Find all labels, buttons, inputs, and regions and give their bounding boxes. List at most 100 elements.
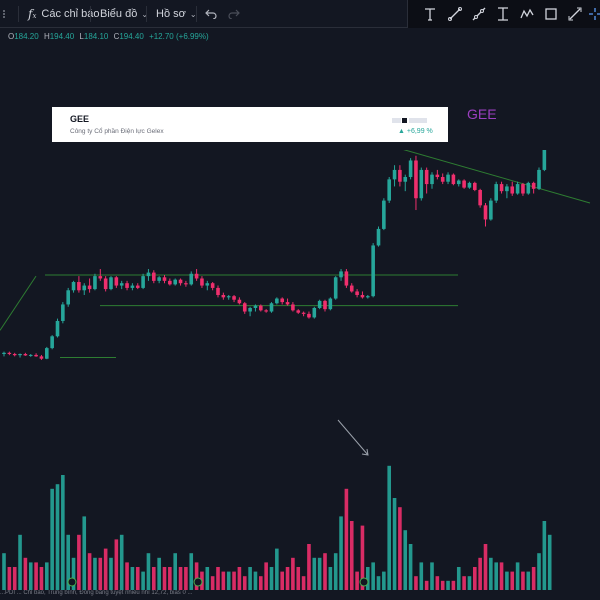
crosshair-button[interactable]: [584, 3, 600, 25]
symbol-watermark: GEE: [467, 106, 497, 122]
xabcd-pattern-icon: [520, 8, 534, 19]
volume-bar: [301, 576, 306, 590]
volume-bar: [366, 567, 370, 590]
profile-menu-button[interactable]: Hồ sơ ⌄: [156, 0, 197, 28]
volume-bar: [194, 562, 199, 590]
candle-body: [515, 184, 520, 194]
candle-body: [301, 312, 306, 314]
volume-bar: [291, 557, 295, 590]
volume-bar: [467, 576, 472, 590]
volume-bar: [2, 553, 6, 590]
volume-bar: [253, 571, 258, 590]
text-tool-icon: [425, 8, 435, 21]
candle-body: [269, 303, 274, 312]
candle-body: [242, 303, 247, 312]
candle-body: [312, 307, 317, 318]
volume-bar: [93, 557, 97, 590]
candle-body: [45, 348, 49, 359]
price-chart[interactable]: [0, 150, 600, 590]
candle-body: [205, 283, 210, 286]
candle-body: [141, 276, 145, 288]
candle-body: [12, 354, 17, 356]
volume-bar: [141, 571, 145, 590]
volume-bar: [371, 562, 375, 590]
candle-body: [7, 352, 12, 354]
volume-bar: [398, 507, 402, 590]
candle-body: [162, 277, 167, 281]
open-value: 184.20: [14, 32, 39, 41]
volume-bar: [162, 567, 167, 590]
candle-body: [291, 304, 295, 311]
candle-body: [259, 305, 263, 311]
toolbar-handle-icon[interactable]: [2, 0, 8, 28]
candle-body: [221, 295, 226, 298]
volume-bar: [87, 553, 92, 590]
candle-body: [344, 271, 349, 286]
open-label: O: [8, 32, 15, 41]
candle-body: [494, 184, 498, 201]
fib-retracement-icon: [568, 7, 582, 21]
candle-body: [173, 279, 177, 285]
undo-button[interactable]: [205, 0, 217, 28]
candle-body: [499, 184, 504, 192]
volume-bar: [312, 557, 317, 590]
chart-menu-label: Biểu đồ: [100, 8, 138, 20]
high-label: H: [43, 32, 50, 41]
volume-bar: [82, 516, 87, 590]
candle-body: [248, 307, 252, 312]
ohlc-legend: O184.20 H194.40 L184.10 C194.40 +12.70 (…: [8, 32, 209, 41]
candle-body: [317, 300, 322, 308]
fib-retracement-button[interactable]: [564, 3, 586, 25]
rectangle-button[interactable]: [540, 3, 562, 25]
volume-bar: [178, 567, 183, 590]
volume-bar: [515, 562, 520, 590]
trend-line-button[interactable]: [444, 3, 466, 25]
candle-body: [339, 271, 343, 278]
candle-body: [77, 282, 81, 291]
chevron-down-icon: ⌄: [141, 9, 149, 19]
redo-button[interactable]: [228, 0, 240, 28]
candle-body: [237, 299, 242, 304]
volume-bar: [387, 465, 391, 590]
volume-bar: [355, 571, 359, 590]
volume-bar: [221, 571, 226, 590]
ray-button[interactable]: [468, 3, 490, 25]
redo-icon: [228, 9, 240, 19]
volume-bar: [66, 534, 70, 590]
text-tool-button[interactable]: [419, 3, 441, 25]
volume-bar: [489, 557, 493, 590]
volume-bar: [45, 562, 49, 590]
volume-bar: [323, 553, 327, 590]
undo-icon: [205, 9, 217, 19]
candle-body: [194, 273, 199, 279]
volume-bar: [349, 521, 354, 590]
crosshair-icon: [589, 8, 600, 20]
candle-body: [424, 169, 429, 185]
candle-body: [23, 354, 28, 356]
candle-body: [87, 285, 92, 290]
xabcd-pattern-button[interactable]: [516, 3, 538, 25]
volume-bar: [135, 567, 140, 590]
candle-body: [408, 160, 413, 177]
volume-bar: [114, 539, 119, 590]
extended-line-button[interactable]: [492, 3, 514, 25]
extended-line-icon: [498, 7, 508, 21]
candle-body: [451, 174, 456, 185]
candle-body: [366, 296, 370, 298]
event-marker-icon: [67, 577, 77, 587]
candle-body: [93, 276, 97, 290]
candle-body: [216, 287, 220, 295]
chart-menu-button[interactable]: Biểu đồ ⌄: [100, 0, 148, 28]
volume-bar: [269, 567, 274, 590]
candle-body: [435, 174, 440, 177]
volume-bar: [542, 521, 547, 590]
indicators-button[interactable]: fx Các chỉ báo: [28, 0, 100, 28]
volume-bar: [521, 571, 525, 590]
chevron-down-icon: ⌄: [189, 9, 197, 19]
volume-bar: [119, 534, 124, 590]
low-label: L: [79, 32, 84, 41]
candle-body: [489, 200, 493, 220]
volume-bar: [39, 567, 44, 590]
symbol-info-card[interactable]: GEE Công ty Cổ phần Điện lực Gelex ▲ +6,…: [52, 107, 448, 142]
volume-bar: [216, 567, 220, 590]
